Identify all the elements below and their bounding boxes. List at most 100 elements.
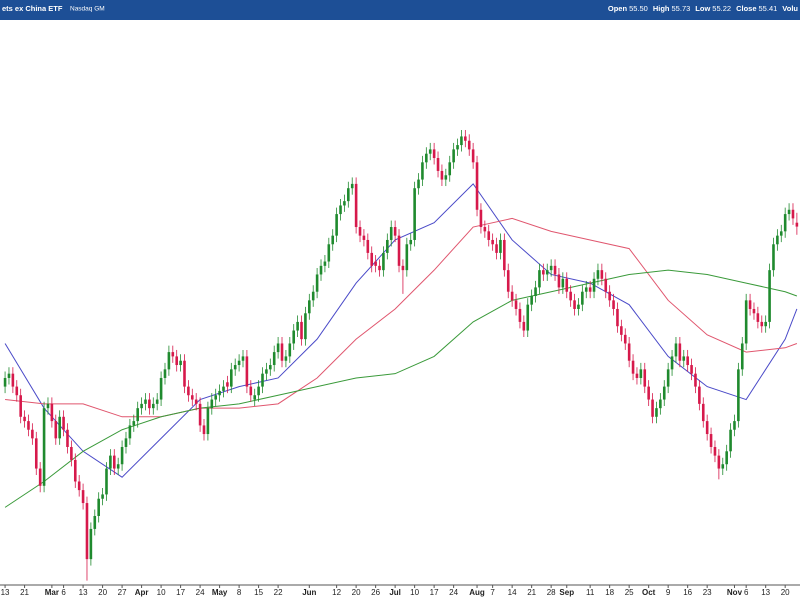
candle-body — [760, 321, 764, 327]
candle-body — [670, 356, 674, 370]
moving-average-line — [5, 217, 798, 418]
x-tick-label: 28 — [547, 588, 556, 597]
candle-body — [413, 188, 416, 240]
candle-body — [764, 321, 767, 327]
candle-body — [565, 278, 569, 292]
candle-body — [643, 369, 647, 387]
candle-body — [237, 360, 241, 366]
x-tick-label: 13 — [79, 588, 88, 597]
candle-body — [272, 352, 276, 366]
x-tick-label: 21 — [527, 588, 536, 597]
candle-body — [370, 252, 374, 266]
candle-body — [530, 296, 533, 305]
candle-body — [42, 408, 46, 486]
candle-body — [50, 403, 54, 422]
candle-body — [358, 227, 362, 236]
candle-body — [245, 356, 249, 387]
candle-body — [721, 464, 725, 469]
candle-body — [620, 326, 623, 335]
candle-body — [569, 291, 572, 301]
candle-body — [31, 429, 34, 439]
x-tick-label: 20 — [781, 588, 790, 597]
candle-body — [717, 455, 721, 469]
candle-body — [557, 274, 561, 288]
x-tick-label: Jun — [302, 588, 316, 597]
candle-body — [686, 356, 689, 366]
candle-body — [491, 239, 494, 245]
candle-body — [467, 140, 471, 150]
candle-body — [678, 343, 682, 361]
candle-body — [545, 270, 549, 275]
x-tick-label: 7 — [490, 588, 495, 597]
header-bar — [0, 0, 800, 20]
candle-body — [432, 149, 436, 159]
quote-label: Low — [695, 4, 710, 13]
candle-body — [151, 403, 155, 409]
candle-body — [179, 360, 182, 366]
candle-body — [635, 373, 639, 378]
candle-body — [666, 369, 670, 387]
quote-value: 55.22 — [712, 4, 731, 13]
x-tick-label: May — [212, 588, 228, 597]
candle-body — [214, 395, 217, 400]
candle-body — [27, 421, 30, 430]
quote-label: Open — [608, 4, 628, 13]
x-tick-label: 27 — [118, 588, 127, 597]
x-tick-label: 10 — [157, 588, 166, 597]
candle-body — [705, 421, 709, 435]
candle-body — [748, 300, 752, 309]
candle-body — [573, 300, 576, 309]
candle-body — [54, 421, 58, 439]
candle-body — [343, 201, 346, 206]
candle-body — [46, 403, 50, 409]
candle-body — [487, 231, 491, 240]
candle-body — [631, 360, 635, 374]
candle-body — [701, 403, 705, 422]
x-tick-label: 21 — [20, 588, 29, 597]
candle-body — [327, 244, 331, 262]
x-tick-label: 20 — [98, 588, 107, 597]
candle-body — [791, 209, 795, 219]
candle-body — [651, 399, 654, 417]
candle-body — [662, 386, 666, 400]
x-tick-label: 10 — [410, 588, 419, 597]
candle-body — [11, 373, 15, 387]
candle-body — [374, 261, 377, 266]
candle-body — [581, 291, 584, 305]
x-tick-label: 25 — [625, 588, 634, 597]
candle-body — [538, 270, 541, 288]
candle-body — [300, 321, 303, 340]
candle-body — [436, 158, 440, 171]
candle-body — [588, 287, 592, 292]
candle-body — [616, 308, 619, 327]
candle-body — [148, 399, 151, 409]
candle-body — [674, 343, 678, 357]
candle-body — [366, 239, 370, 253]
x-tick-label: 24 — [449, 588, 458, 597]
x-tick-label: Aug — [469, 588, 485, 597]
candle-body — [444, 175, 448, 180]
candle-body — [222, 386, 225, 391]
x-tick-label: 14 — [508, 588, 517, 597]
candle-body — [752, 308, 756, 314]
candle-body — [744, 300, 748, 344]
quote-value: 55.50 — [629, 4, 648, 13]
quote-label: Volu — [782, 4, 798, 13]
candle-body — [659, 399, 662, 409]
candle-body — [779, 231, 783, 236]
candle-body — [647, 386, 650, 400]
candle-body — [783, 214, 787, 232]
moving-average-line — [4, 269, 798, 508]
candle-body — [3, 377, 7, 387]
candle-body — [319, 265, 323, 275]
x-tick-label: 6 — [744, 588, 749, 597]
candle-body — [795, 222, 799, 227]
candle-body — [483, 227, 487, 232]
candle-body — [241, 356, 245, 361]
candle-body — [144, 399, 147, 404]
candle-body — [709, 434, 713, 447]
candle-body — [257, 386, 260, 396]
x-tick-label: Apr — [135, 588, 149, 597]
candle-body — [276, 343, 280, 353]
candle-body — [682, 356, 686, 361]
